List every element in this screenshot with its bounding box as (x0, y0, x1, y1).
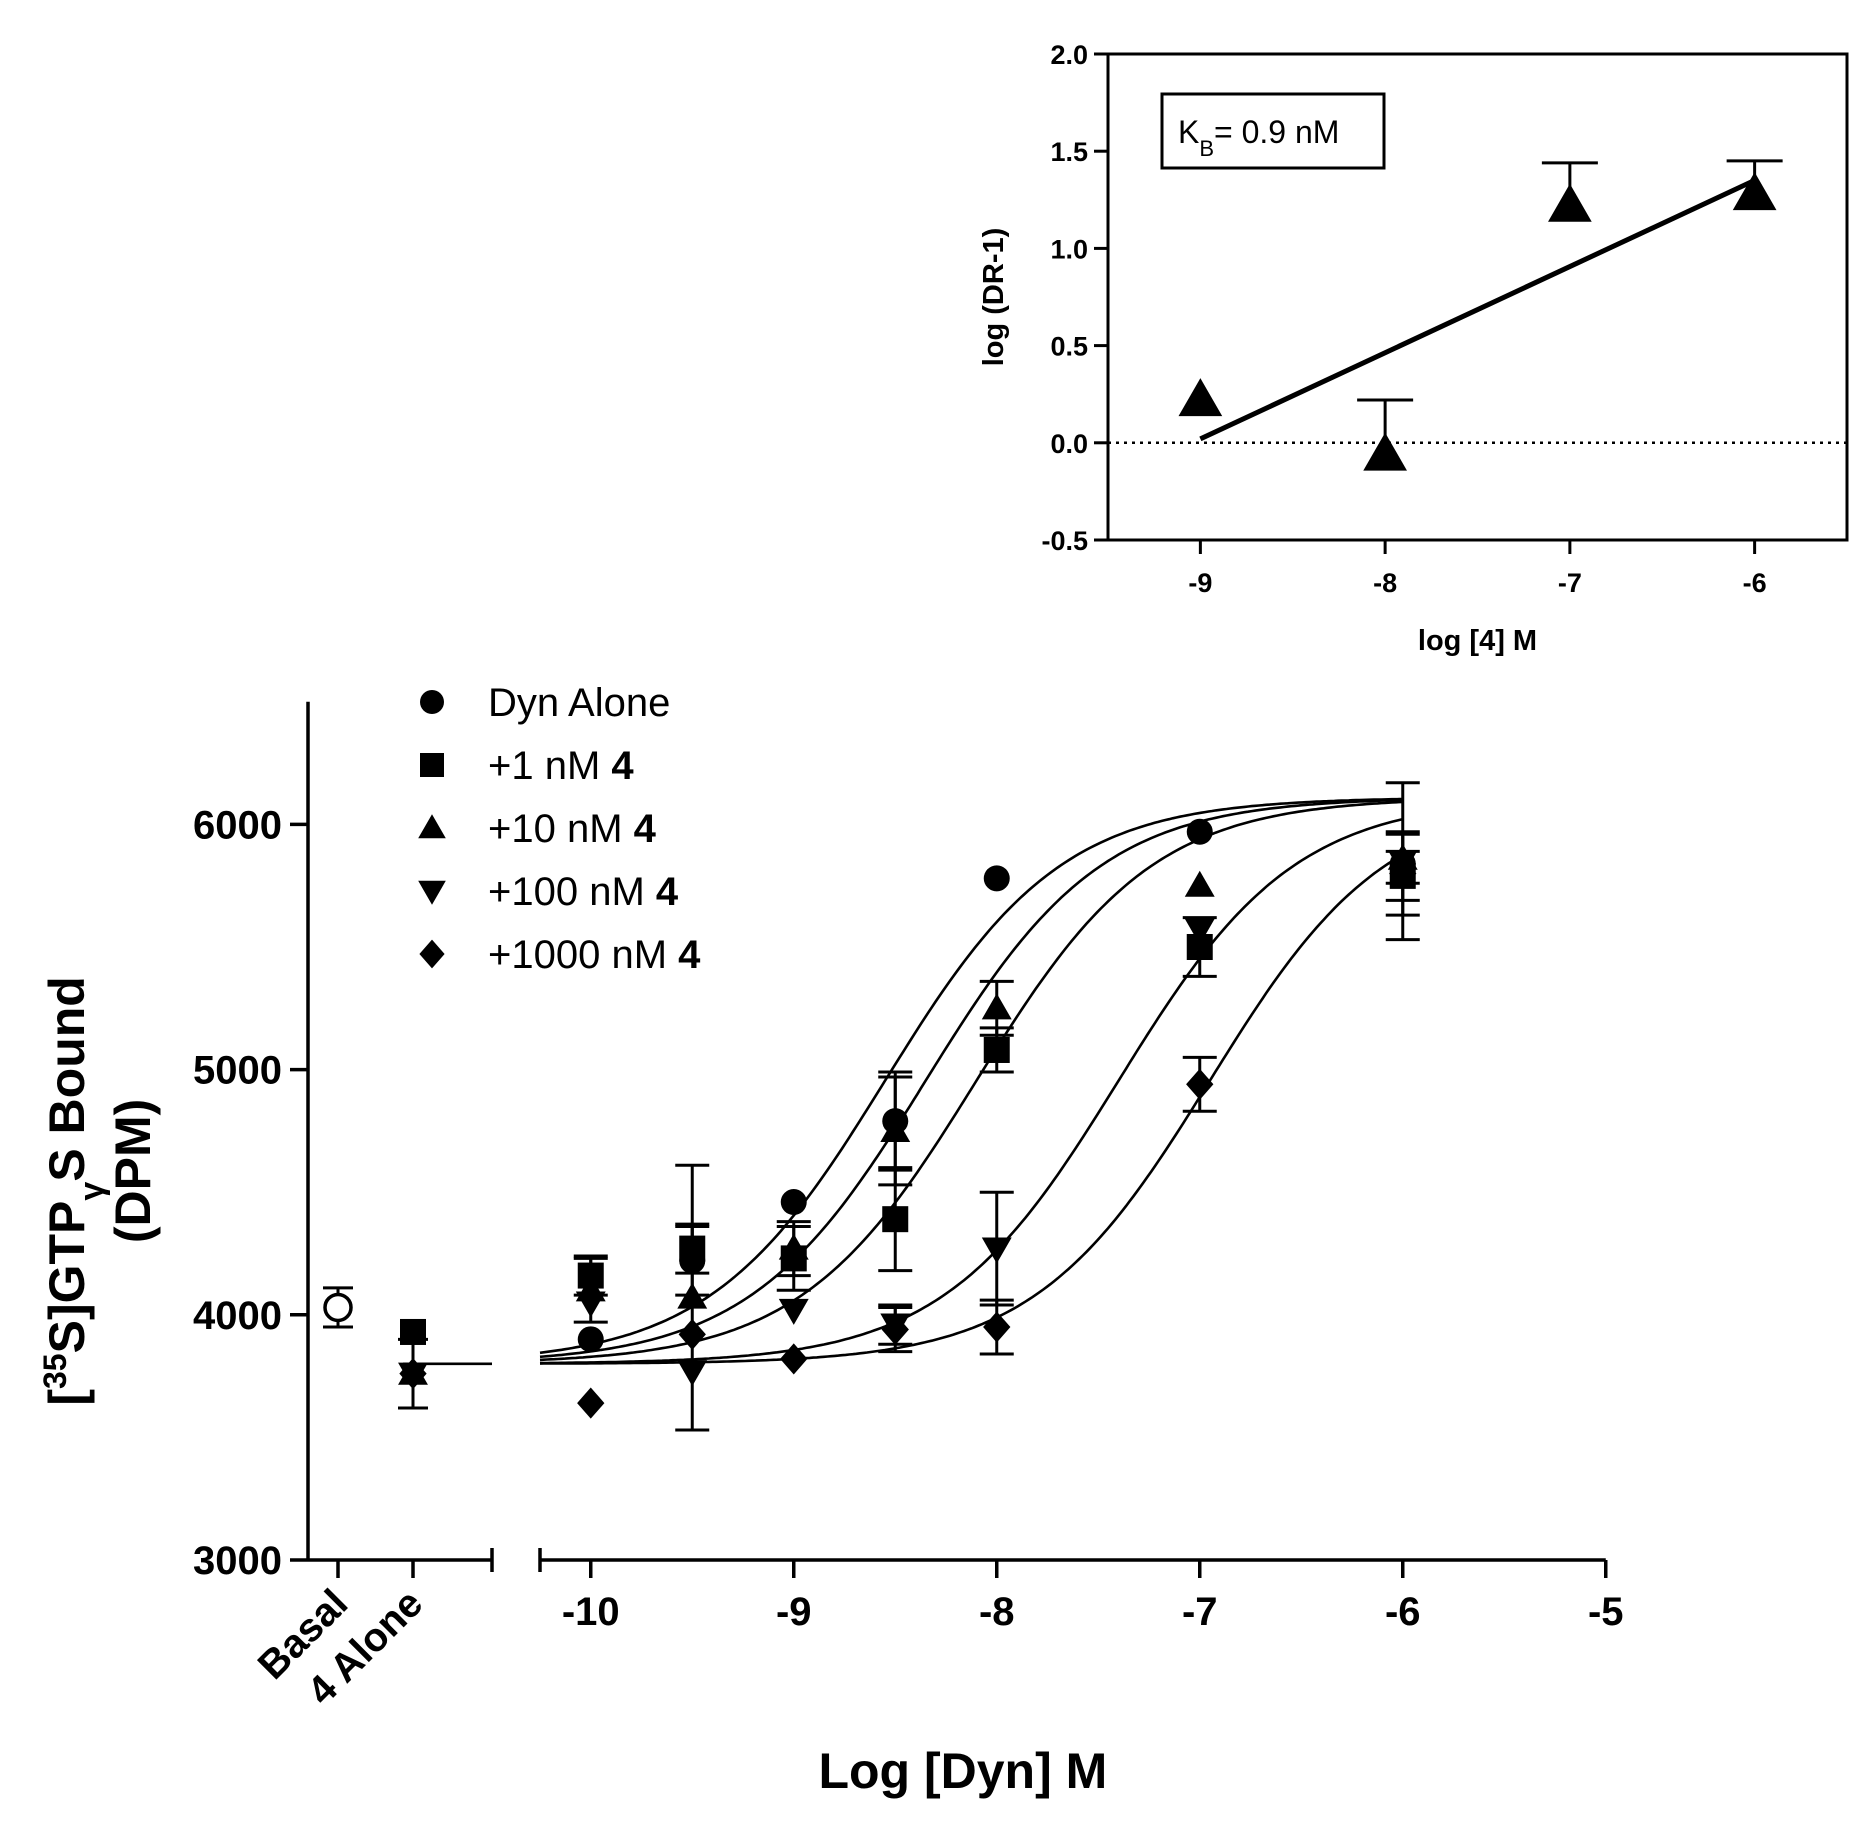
legend-label: +10 nM 4 (488, 807, 657, 851)
fit-curve (539, 800, 1403, 1362)
error-bar (1385, 830, 1420, 917)
data-point (881, 1313, 909, 1346)
legend: Dyn Alone+1 nM 4+10 nM 4+100 nM 4+1000 n… (418, 681, 701, 977)
series-4 (577, 830, 1420, 1419)
inset-data-point (1548, 183, 1592, 222)
legend-label: +1000 nM 4 (488, 933, 701, 977)
legend-marker (420, 753, 444, 777)
y-axis-title-part: S Bound (39, 976, 95, 1182)
data-point (575, 1291, 606, 1318)
data-point (1389, 857, 1417, 890)
inset-data-point (1363, 432, 1407, 471)
fit-curve (539, 853, 1404, 1365)
inset-y-tick-label: 0.5 (1050, 332, 1088, 362)
inset-y-tick-label: -0.5 (1041, 526, 1088, 556)
inset-x-tick-label: -7 (1558, 568, 1582, 598)
data-point (780, 1343, 808, 1375)
legend-label-text: +100 nM (488, 870, 656, 914)
y-tick-label: 4000 (193, 1294, 282, 1338)
alone-point (399, 1358, 427, 1390)
data-point (778, 1233, 809, 1260)
inset-fit-line (1199, 178, 1756, 442)
legend-label-text: +10 nM (488, 807, 634, 851)
legend-marker (419, 939, 445, 969)
legend-label-bold: 4 (678, 933, 701, 977)
data-point (1186, 1068, 1214, 1100)
y-axis-title-part: [ (39, 1389, 95, 1406)
y-axis-title-part: γ (73, 1182, 111, 1201)
inset-data-point (1732, 172, 1777, 211)
legend-marker (418, 814, 446, 839)
fit-curve (539, 797, 1403, 1355)
inset-y-axis-title: log (DR-1) (978, 228, 1010, 367)
inset-y-tick-label: 1.5 (1050, 137, 1088, 167)
basal-point (323, 1292, 353, 1323)
data-point (678, 1318, 706, 1351)
data-point (880, 1115, 911, 1142)
y-axis-title-part: 35 (37, 1353, 73, 1389)
kb-sub: B (1199, 136, 1214, 161)
y-tick-label: 5000 (193, 1049, 282, 1093)
data-point (577, 1326, 604, 1353)
y-tick-label: 6000 (193, 803, 282, 847)
legend-label: +1 nM 4 (488, 744, 634, 788)
fit-curve (540, 817, 1404, 1365)
data-point (981, 993, 1012, 1020)
data-point (1186, 818, 1213, 845)
y-axis-title: [35S]GTPγS Bound (37, 976, 111, 1406)
inset-x-tick-label: -8 (1373, 568, 1397, 598)
kb-annotation: KB= 0.9 nM (1178, 114, 1339, 161)
data-point (983, 1311, 1011, 1343)
legend-label-text: +1 nM (488, 744, 611, 788)
x-tick-label: -10 (562, 1590, 620, 1634)
kb-annotation-box (1160, 92, 1386, 170)
y-tick-label: 3000 (193, 1539, 282, 1583)
legend-label-bold: 4 (611, 744, 634, 788)
x-tick-label: -5 (1588, 1590, 1624, 1634)
legend-label: +100 nM 4 (488, 870, 679, 914)
inset-y-tick-label: 2.0 (1050, 40, 1088, 70)
data-point (677, 1360, 708, 1387)
data-point (981, 1237, 1012, 1264)
data-point (677, 1282, 708, 1309)
inset-data-point (1178, 378, 1223, 417)
legend-marker (420, 690, 444, 714)
x-tick-label: -8 (979, 1590, 1015, 1634)
kb-rest: = 0.9 nM (1214, 114, 1339, 150)
inset-x-tick-label: -6 (1743, 568, 1767, 598)
kb-k: K (1178, 114, 1199, 150)
x-tick-label: -7 (1182, 1590, 1218, 1634)
y-axis-title-part: S]GTP (39, 1201, 95, 1354)
inset-x-tick-label: -9 (1188, 568, 1212, 598)
y-axis-title-unit: (DPM) (105, 1099, 161, 1243)
legend-label-bold: 4 (656, 870, 679, 914)
data-point (1184, 918, 1215, 945)
x-tick-label: -6 (1385, 1590, 1421, 1634)
legend-label: Dyn Alone (488, 681, 670, 725)
data-point (577, 1387, 605, 1419)
inset-y-tick-label: 1.0 (1050, 234, 1088, 264)
legend-marker (418, 880, 446, 905)
legend-label-text: +1000 nM (488, 933, 678, 977)
data-point (780, 1189, 807, 1216)
data-point (882, 1206, 909, 1233)
inset-plot: -0.5 0.0 0.5 1.0 1.5 2.0 -9 -8 -7 -6 log [4] M log … (978, 40, 1849, 657)
legend-label-bold: 4 (634, 807, 657, 851)
x-tick-label: -9 (776, 1590, 812, 1634)
inset-frame (1106, 52, 1849, 542)
legend-label-text: Dyn Alone (488, 681, 670, 725)
data-point (778, 1298, 809, 1325)
data-point (983, 865, 1010, 892)
inset-y-tick-label: 0.0 (1050, 429, 1088, 459)
inset-x-axis-title: log [4] M (1418, 625, 1537, 657)
data-point (983, 1036, 1010, 1063)
series-2 (573, 832, 1420, 1432)
data-point (1184, 870, 1215, 897)
x-axis-title: Log [Dyn] M (818, 1743, 1107, 1799)
